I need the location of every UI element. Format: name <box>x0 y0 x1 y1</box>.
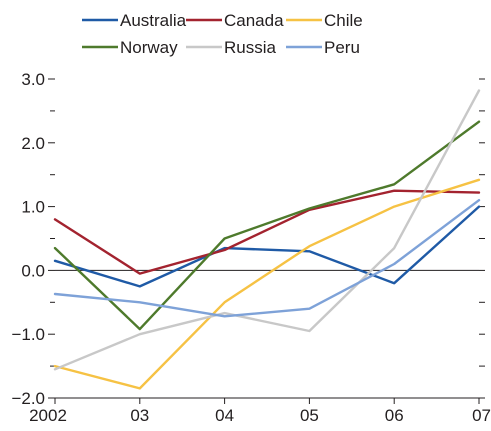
series-line-russia <box>53 89 481 371</box>
y-tick-label: −1.0 <box>11 325 45 344</box>
x-tick-label: 06 <box>385 406 404 425</box>
y-tick-label: 1.0 <box>21 198 45 217</box>
x-tick-label: 07 <box>472 406 491 425</box>
legend-item-canada: Canada <box>186 11 284 30</box>
series-line-australia <box>53 205 481 288</box>
y-tick-label: −2.0 <box>11 389 45 408</box>
legend-item-norway: Norway <box>82 38 178 57</box>
legend-label: Norway <box>120 38 178 57</box>
legend-label: Peru <box>324 38 360 57</box>
series-line-canada <box>53 189 481 275</box>
y-tick-label: 2.0 <box>21 134 45 153</box>
legend-label: Chile <box>324 11 363 30</box>
legend-item-russia: Russia <box>186 38 277 57</box>
series-line-chile <box>53 178 481 390</box>
x-tick-label: 03 <box>130 406 149 425</box>
y-tick-label: 3.0 <box>21 70 45 89</box>
x-tick-label: 04 <box>215 406 234 425</box>
legend-label: Australia <box>120 11 187 30</box>
y-tick-label: 0.0 <box>21 261 45 280</box>
legend-label: Russia <box>224 38 277 57</box>
x-tick-label: 05 <box>300 406 319 425</box>
x-tick-label: 2002 <box>29 406 67 425</box>
legend-item-chile: Chile <box>286 11 363 30</box>
legend-item-australia: Australia <box>82 11 187 30</box>
legend-label: Canada <box>224 11 284 30</box>
legend-item-peru: Peru <box>286 38 360 57</box>
legend: Australia Canada Chile Norway Russia Peru <box>82 11 363 57</box>
series-line-peru <box>53 198 481 318</box>
series-line-norway <box>53 120 481 331</box>
